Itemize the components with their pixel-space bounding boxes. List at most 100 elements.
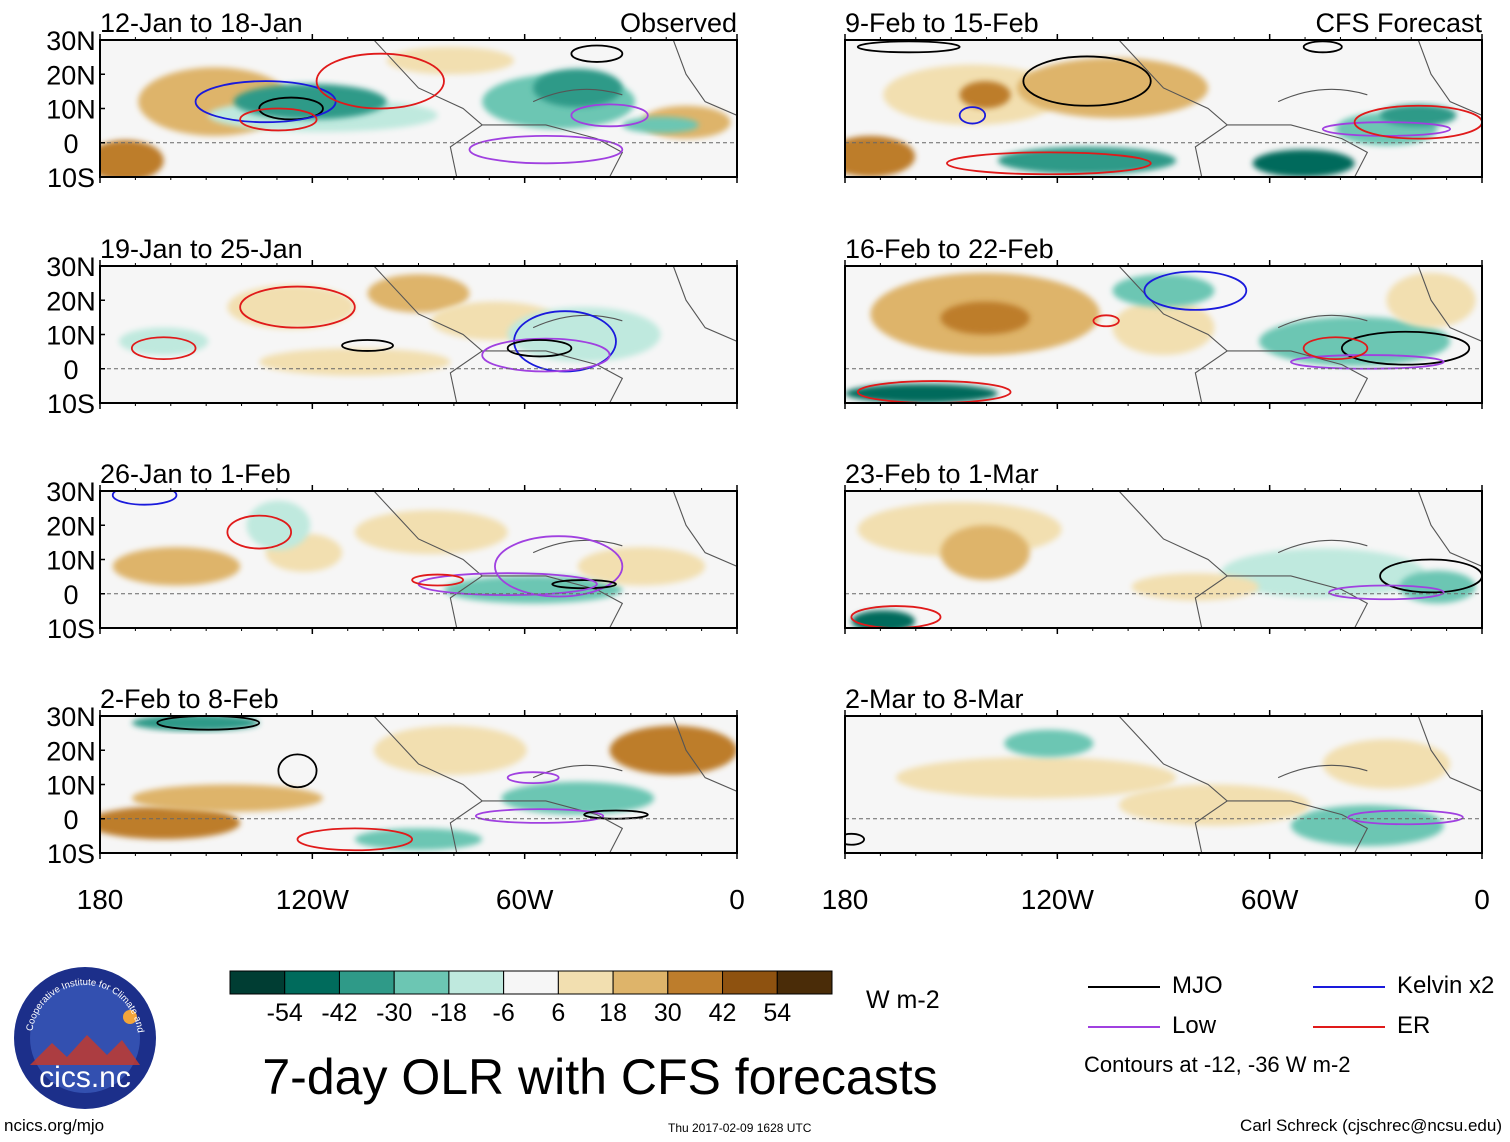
olr-anomaly-blob (1322, 739, 1451, 789)
contour-kelvin (1143, 270, 1248, 311)
y-tick-label: 20N (46, 60, 96, 90)
colorbar-tick-label: -54 (267, 999, 303, 1027)
coastline-americas (373, 40, 484, 177)
olr-anomaly-blob (367, 274, 470, 313)
column-header: CFS Forecast (1315, 8, 1482, 38)
map-panel: 12-Jan to 18-Jan Observed 30N 20N 10N 0 10S (46, 8, 738, 193)
olr-anomaly-blob (259, 348, 451, 376)
y-tick-label: 30N (46, 26, 96, 56)
colorbar-units: W m-2 (866, 986, 940, 1014)
footer-timestamp: Thu 2017-02-09 1628 UTC (668, 1121, 812, 1135)
olr-field (100, 46, 731, 177)
y-tick-label: 10S (47, 389, 95, 419)
olr-anomaly-blob (1112, 300, 1215, 356)
contour-mjo (570, 44, 624, 63)
contour-kelvin (194, 80, 337, 124)
olr-anomaly-blob (851, 610, 916, 628)
logo-emblem-icon: Cooperative Institute for Climate and Sa… (9, 957, 156, 1109)
olr-anomaly-blob (354, 828, 483, 851)
contour-low (506, 771, 560, 785)
y-tick-label: 10N (46, 771, 96, 801)
colorbar-tick-label: 54 (763, 999, 791, 1027)
colorbar-swatch (722, 970, 778, 995)
olr-anomaly-blob (100, 806, 241, 840)
coastline-caribbean (1277, 539, 1368, 554)
olr-field (100, 716, 737, 851)
legend-swatch (1313, 986, 1385, 988)
contour-mjo (506, 339, 573, 358)
olr-anomaly-blob (1131, 573, 1260, 601)
coastline (1118, 40, 1482, 177)
olr-anomaly-blob (1118, 784, 1311, 826)
contour-mjo (1302, 40, 1343, 54)
chart-title: 7-day OLR with CFS forecasts (262, 1049, 938, 1105)
coastline (1118, 266, 1482, 403)
contour-er (1092, 314, 1120, 328)
contour-er (411, 573, 464, 587)
y-tick-label: 10N (46, 546, 96, 576)
map-panel: 23-Feb to 1-Mar (844, 459, 1483, 634)
contour-mjo (341, 339, 394, 352)
contour-low (1347, 809, 1464, 826)
coastline-africa (1417, 266, 1482, 342)
footer-url: ncics.org/mjo (4, 1116, 105, 1135)
olr-anomaly-blob (354, 510, 508, 555)
y-tick-label: 10S (47, 614, 95, 644)
map-panel: 9-Feb to 15-Feb CFS Forecast (844, 8, 1483, 183)
y-tick-label: 10S (47, 163, 95, 193)
wave-contours (111, 491, 624, 598)
olr-field (845, 57, 1457, 177)
contour-mjo (156, 716, 261, 731)
contour-low (494, 535, 624, 598)
colorbar: -54 -42 -30 -18 -6 6 18 30 42 54 W m-2 (229, 970, 940, 1027)
colorbar-swatch (338, 970, 395, 995)
coastline-americas (1118, 716, 1229, 853)
olr-anomaly-blob (386, 46, 515, 75)
y-tick-label: 10S (47, 839, 95, 869)
colorbar-tick-label: -42 (321, 999, 357, 1027)
colorbar-tick-label: 6 (551, 999, 565, 1027)
contour-mjo (1379, 558, 1482, 594)
contour-er (946, 151, 1152, 176)
map-panel: 2-Mar to 8-Mar 180 120W 60W 0 (822, 684, 1490, 915)
x-tick-label: 120W (1021, 884, 1095, 915)
wave-contours (856, 40, 1482, 176)
map-panel: 16-Feb to 22-Feb (844, 234, 1483, 409)
colorbar-swatch (448, 970, 505, 995)
colorbar-tick-label: -18 (431, 999, 467, 1027)
olr-anomaly-blob (1380, 104, 1457, 127)
contour-er (1302, 336, 1369, 361)
legend-label: Low (1172, 1012, 1217, 1039)
coastline-americas (373, 491, 484, 628)
coastline-caribbean (1277, 88, 1368, 103)
colorbar-swatch (557, 970, 614, 995)
coastline-africa (672, 40, 737, 116)
olr-anomaly-blob (119, 327, 209, 356)
olr-anomaly-blob (940, 525, 1030, 581)
olr-anomaly-blob (940, 301, 1030, 335)
y-tick-label: 0 (63, 580, 78, 610)
y-tick-label: 20N (46, 286, 96, 316)
colorbar-swatch (229, 970, 286, 995)
coastline-africa (672, 716, 737, 792)
y-tick-label: 10N (46, 95, 96, 125)
colorbar-swatch (503, 970, 559, 995)
legend: MJO Kelvin x2 Low ER (1080, 968, 1500, 1088)
olr-anomaly-blob (1016, 57, 1209, 119)
panel-period-label: 12-Jan to 18-Jan (100, 8, 303, 38)
coastline-caribbean (532, 88, 623, 103)
coastline-americas (373, 266, 484, 403)
x-tick-label: 180 (822, 884, 869, 915)
column-header: Observed (620, 8, 737, 38)
olr-anomaly-blob (501, 781, 655, 815)
olr-anomaly-blob (1290, 805, 1444, 847)
olr-anomaly-blob (1112, 274, 1215, 308)
legend-swatch (1088, 1026, 1160, 1028)
olr-anomaly-blob (1252, 149, 1355, 177)
y-tick-label: 10N (46, 321, 96, 351)
olr-anomaly-blob (1399, 570, 1476, 604)
contour-er (239, 107, 318, 132)
coastline (373, 716, 737, 853)
